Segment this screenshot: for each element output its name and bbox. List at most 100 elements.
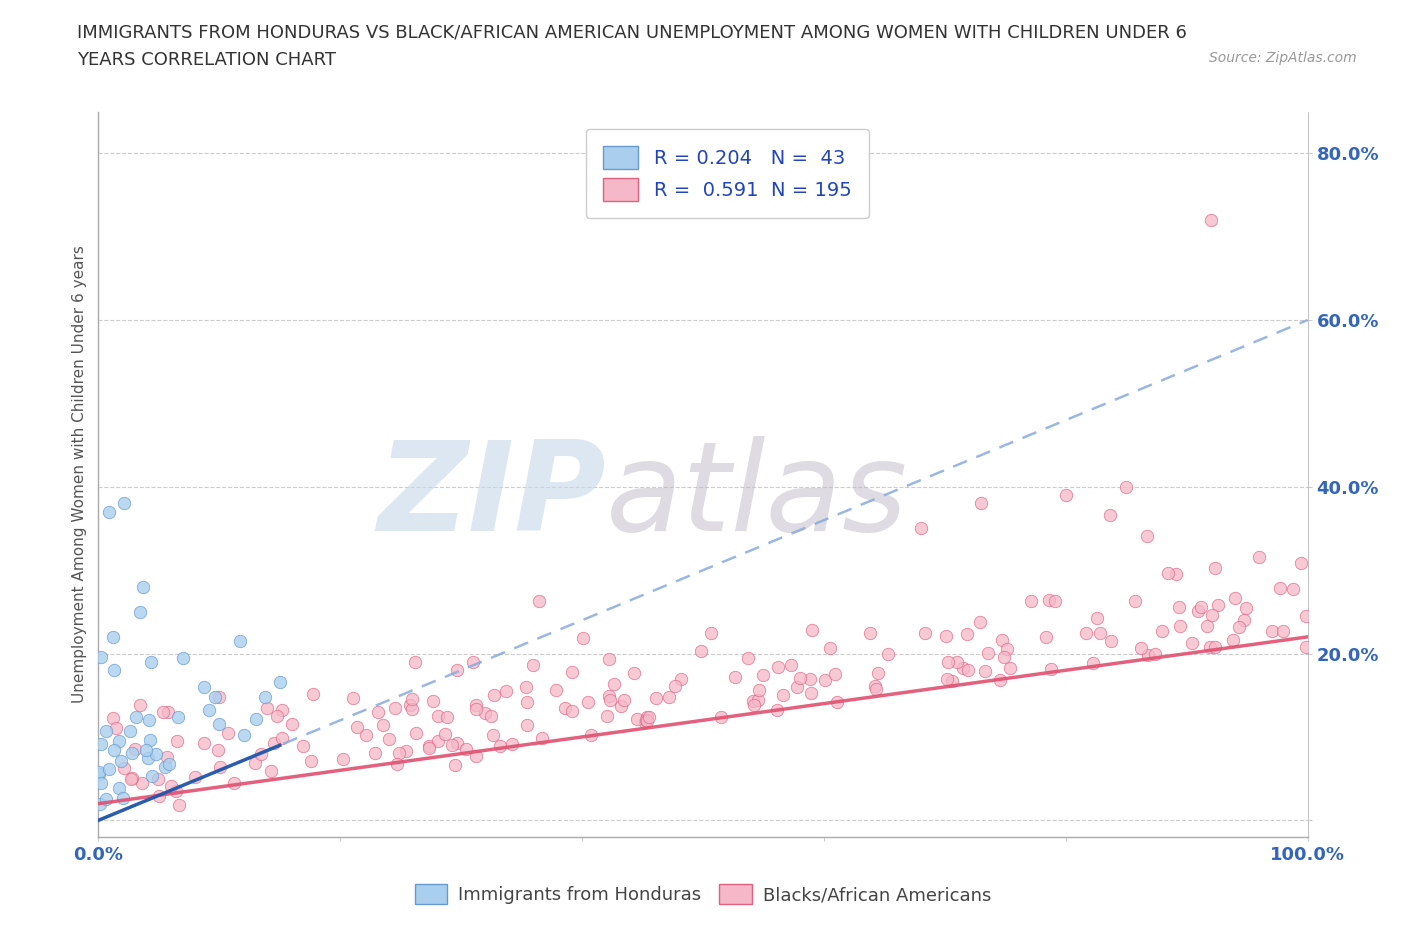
Point: [799, 671, 821, 686]
Point: [103, 663, 125, 678]
Point: [664, 679, 686, 694]
Point: [752, 668, 775, 683]
Point: [129, 604, 152, 619]
Point: [446, 736, 468, 751]
Point: [101, 711, 124, 725]
Point: [427, 708, 450, 723]
Point: [152, 705, 174, 720]
Point: [554, 700, 576, 715]
Point: [208, 689, 231, 704]
Point: [98, 504, 121, 519]
Point: [94, 724, 117, 739]
Point: [156, 750, 179, 764]
Point: [1090, 625, 1112, 640]
Point: [1198, 640, 1220, 655]
Point: [444, 757, 467, 772]
Point: [481, 728, 503, 743]
Point: [1289, 556, 1312, 571]
Point: [801, 623, 824, 638]
Point: [1204, 640, 1226, 655]
Point: [482, 687, 505, 702]
Point: [193, 679, 215, 694]
Point: [935, 629, 957, 644]
Point: [515, 680, 537, 695]
Point: [159, 778, 181, 793]
Point: [346, 720, 368, 735]
Point: [90, 649, 112, 664]
Point: [1115, 479, 1137, 494]
Point: [1083, 656, 1105, 671]
Point: [789, 671, 811, 685]
Point: [1143, 646, 1166, 661]
Point: [224, 776, 246, 790]
Point: [172, 651, 194, 666]
Point: [427, 734, 450, 749]
Point: [89, 766, 111, 781]
Point: [166, 734, 188, 749]
Text: Source: ZipAtlas.com: Source: ZipAtlas.com: [1209, 51, 1357, 65]
Point: [250, 747, 273, 762]
Point: [825, 695, 848, 710]
Point: [120, 771, 142, 786]
Point: [501, 737, 523, 751]
Point: [131, 776, 153, 790]
Point: [638, 710, 661, 724]
Point: [465, 698, 488, 712]
Point: [914, 626, 936, 641]
Point: [281, 716, 304, 731]
Point: [522, 658, 544, 672]
Point: [129, 698, 152, 712]
Point: [1045, 594, 1067, 609]
Point: [626, 712, 648, 727]
Point: [1199, 213, 1222, 228]
Point: [110, 753, 132, 768]
Point: [401, 691, 423, 706]
Point: [1150, 623, 1173, 638]
Point: [599, 692, 621, 707]
Point: [183, 769, 205, 784]
Point: [1168, 599, 1191, 614]
Point: [1222, 633, 1244, 648]
Point: [974, 663, 997, 678]
Point: [204, 689, 226, 704]
Point: [748, 683, 770, 698]
Point: [124, 710, 146, 724]
Point: [636, 713, 658, 728]
Point: [418, 741, 440, 756]
Point: [596, 708, 619, 723]
Point: [1201, 607, 1223, 622]
Point: [332, 751, 354, 766]
Point: [146, 772, 169, 787]
Point: [1054, 487, 1077, 502]
Point: [1227, 620, 1250, 635]
Point: [700, 626, 723, 641]
Point: [89, 796, 111, 811]
Point: [245, 711, 267, 726]
Point: [302, 686, 325, 701]
Point: [1136, 648, 1159, 663]
Point: [990, 633, 1012, 648]
Point: [371, 718, 394, 733]
Point: [488, 738, 510, 753]
Point: [814, 672, 837, 687]
Point: [576, 694, 599, 709]
Point: [197, 702, 219, 717]
Point: [1187, 604, 1209, 618]
Point: [956, 626, 979, 641]
Point: [132, 579, 155, 594]
Point: [299, 753, 322, 768]
Point: [747, 692, 769, 707]
Point: [495, 684, 517, 698]
Point: [818, 641, 841, 656]
Point: [263, 736, 285, 751]
Point: [766, 659, 789, 674]
Point: [977, 645, 1000, 660]
Point: [544, 683, 567, 698]
Point: [710, 710, 733, 724]
Point: [399, 698, 422, 712]
Point: [1208, 598, 1230, 613]
Point: [723, 670, 745, 684]
Point: [1164, 567, 1187, 582]
Point: [1189, 599, 1212, 614]
Point: [865, 682, 887, 697]
